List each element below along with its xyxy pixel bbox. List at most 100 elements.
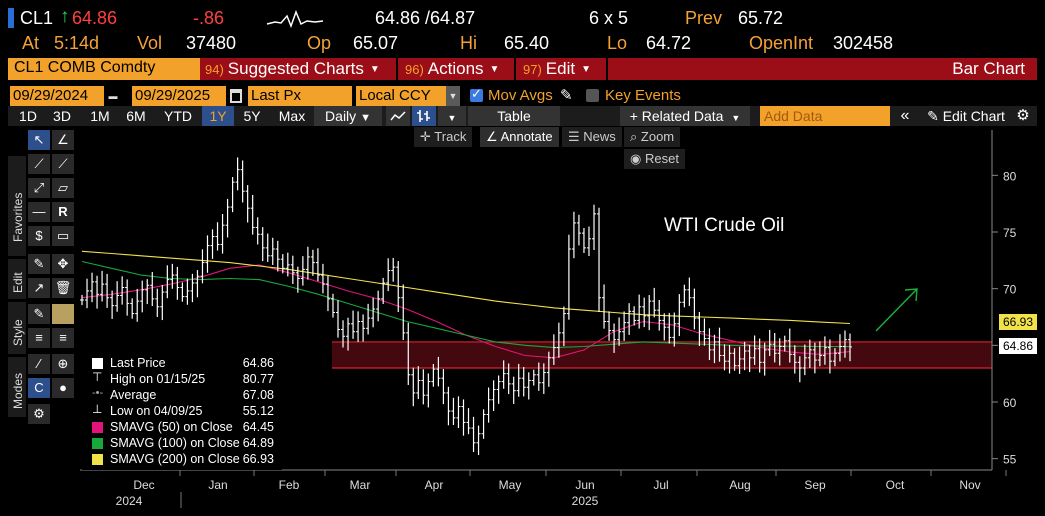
legend-value: 67.08 — [242, 388, 274, 402]
period-max[interactable]: Max — [278, 108, 306, 124]
key-events-checkbox[interactable] — [586, 89, 599, 102]
period-1d[interactable]: 1D — [19, 108, 37, 124]
frequency-selector[interactable]: Daily ▼ — [314, 106, 382, 126]
currency-selector[interactable]: Local CCY — [356, 86, 446, 106]
channel-tool-icon[interactable]: ▱ — [52, 178, 74, 198]
period-1m[interactable]: 1M — [90, 108, 110, 124]
cursor-tool-icon[interactable]: ↖ — [28, 130, 50, 150]
collapse-double-chevron-icon[interactable]: « — [900, 107, 910, 124]
ticker-flag — [8, 8, 14, 28]
legend-swatch — [92, 358, 103, 369]
legend-swatch — [92, 422, 103, 433]
security-field[interactable]: CL1 COMB Comdty — [8, 58, 200, 80]
color-palette-icon[interactable]: ● — [52, 378, 74, 398]
mov-avgs-checkbox[interactable] — [470, 86, 483, 102]
trend-arrow-head — [904, 288, 918, 302]
settings-gear-icon[interactable]: ⚙ — [28, 404, 50, 424]
period-5y[interactable]: 5Y — [243, 108, 261, 124]
line-style-icon[interactable]: ≡ — [28, 328, 50, 348]
fill-color-swatch[interactable] — [52, 304, 74, 324]
legend-row-last-price: Last Price 64.86 — [92, 356, 280, 372]
period-3d[interactable]: 3D — [53, 108, 71, 124]
snap-mode-icon[interactable]: C — [28, 378, 50, 398]
track-button[interactable]: ✛ Track — [414, 127, 473, 147]
bar-chart-icon[interactable] — [412, 106, 436, 126]
ray-tool-icon[interactable]: ⟋ — [52, 154, 74, 174]
fib-retracement-tool-icon[interactable]: R — [52, 202, 74, 222]
news-button[interactable]: ☰ News — [562, 127, 622, 147]
news-label: News — [583, 129, 616, 144]
pencil-icon[interactable]: ✎ — [560, 87, 573, 104]
low-value: 64.72 — [646, 33, 692, 53]
key-events-label: Key Events — [605, 87, 681, 104]
price-level-tool-icon[interactable]: $ — [28, 226, 50, 246]
rectangle-tool-icon[interactable]: ▭ — [52, 226, 74, 246]
color-pen-icon[interactable]: ✎ — [28, 304, 50, 324]
open-interest-label: OpenInt — [749, 33, 814, 53]
chevron-down-icon[interactable]: ▼ — [438, 106, 466, 126]
x-month-label: Jan — [208, 478, 227, 492]
end-date-field[interactable]: 09/29/2025 — [132, 86, 226, 106]
x-month-label: Feb — [279, 478, 300, 492]
edit-chart-button[interactable]: ✎ Edit Chart — [918, 106, 1014, 126]
y-axis: 556065707580 — [991, 130, 1017, 470]
start-date-field[interactable]: 09/29/2024 — [10, 86, 104, 106]
segment-tool-icon[interactable]: ⤢ — [28, 178, 50, 198]
table-button[interactable]: Table — [468, 106, 560, 126]
line-weight-icon[interactable]: ≡ — [52, 328, 74, 348]
add-data-input[interactable]: Add Data — [760, 106, 890, 126]
at-label: At — [22, 33, 40, 53]
trash-icon[interactable]: 🗑 — [52, 278, 74, 298]
reset-button[interactable]: ◉ Reset — [624, 149, 685, 169]
period-ytd[interactable]: YTD — [164, 108, 192, 124]
menu-label: Suggested Charts — [227, 59, 364, 78]
period-1y[interactable]: 1Y — [202, 106, 234, 126]
trend-line-tool-icon[interactable]: ∠ — [52, 130, 74, 150]
chart-type-title: Bar Chart — [952, 59, 1025, 78]
sma200-price-tag: 66.93 — [999, 314, 1038, 330]
actions-menu[interactable]: 96) Actions ▼ — [400, 58, 504, 80]
annotate-button[interactable]: ∠ Annotate — [480, 127, 559, 147]
crosshair-icon: ✛ — [420, 129, 431, 144]
legend-label: SMAVG (200) on Close — [110, 452, 240, 466]
calendar-icon[interactable] — [230, 89, 242, 103]
chart-annotations: WTI Crude Oil — [664, 215, 918, 332]
zoom-button[interactable]: ⌕ Zoom — [624, 127, 681, 147]
edit-menu[interactable]: 97) Edit ▼ — [518, 58, 596, 80]
tab-modes[interactable]: Modes — [8, 357, 26, 417]
legend-value: 64.86 — [242, 356, 274, 370]
tab-favorites[interactable]: Favorites — [8, 156, 26, 256]
reset-icon: ◉ — [630, 151, 642, 166]
gear-icon[interactable]: ⚙ — [1016, 107, 1030, 124]
line-chart-icon[interactable] — [386, 106, 410, 126]
line-tool-icon[interactable]: ⟋ — [28, 154, 50, 174]
suggested-charts-menu[interactable]: 94) Suggested Charts ▼ — [200, 58, 385, 80]
period-6m[interactable]: 6M — [126, 108, 146, 124]
low-label: Lo — [607, 33, 628, 53]
chevron-down-icon[interactable]: ▼ — [446, 86, 460, 106]
prev-label: Prev — [685, 8, 723, 28]
high-label: Hi — [460, 33, 477, 53]
x-month-label: Jul — [653, 478, 668, 492]
move-tool-icon[interactable]: ✥ — [52, 254, 74, 274]
highlight-zone — [332, 341, 992, 369]
field-selector[interactable]: Last Px — [248, 86, 352, 106]
pen-tool-icon[interactable]: ✎ — [28, 254, 50, 274]
edit-chart-label: Edit Chart — [942, 108, 1005, 124]
legend-label: Last Price — [110, 356, 166, 370]
tab-style[interactable]: Style — [8, 302, 26, 354]
moving-average-lines — [81, 250, 851, 359]
open-label: Op — [307, 33, 332, 53]
legend-row-sma100: SMAVG (100) on Close 64.89 — [92, 436, 280, 452]
crosshair-mode-icon[interactable]: ⁄ — [28, 354, 50, 374]
legend-value: 64.45 — [242, 420, 274, 434]
chevron-down-icon: ▼ — [581, 63, 591, 75]
magnet-mode-icon[interactable]: ⊕ — [52, 354, 74, 374]
related-data-button[interactable]: + Related Data ▼ — [620, 106, 750, 126]
low-marker-icon: ⊥ — [92, 402, 103, 416]
sparkline-icon — [266, 10, 324, 29]
horizontal-line-tool-icon[interactable]: — — [28, 202, 50, 222]
arrow-tool-icon[interactable]: ↗ — [28, 278, 50, 298]
tab-edit[interactable]: Edit — [8, 259, 26, 299]
